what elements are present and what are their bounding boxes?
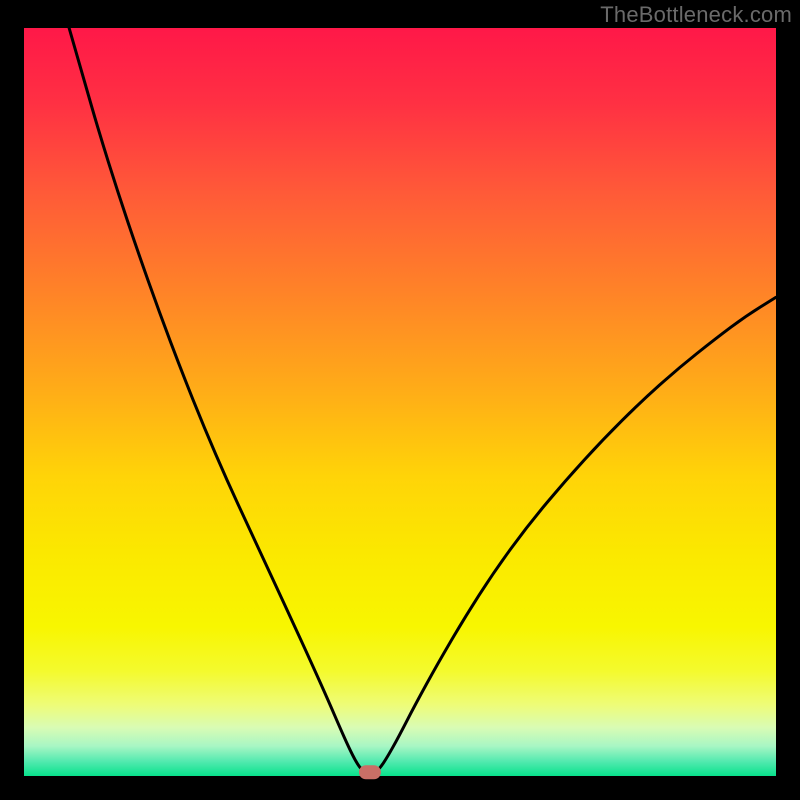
chart-container: TheBottleneck.com — [0, 0, 800, 800]
watermark-text: TheBottleneck.com — [600, 2, 792, 28]
bottleneck-curve-chart — [0, 0, 800, 800]
optimum-marker — [359, 765, 381, 779]
plot-background — [24, 28, 776, 776]
